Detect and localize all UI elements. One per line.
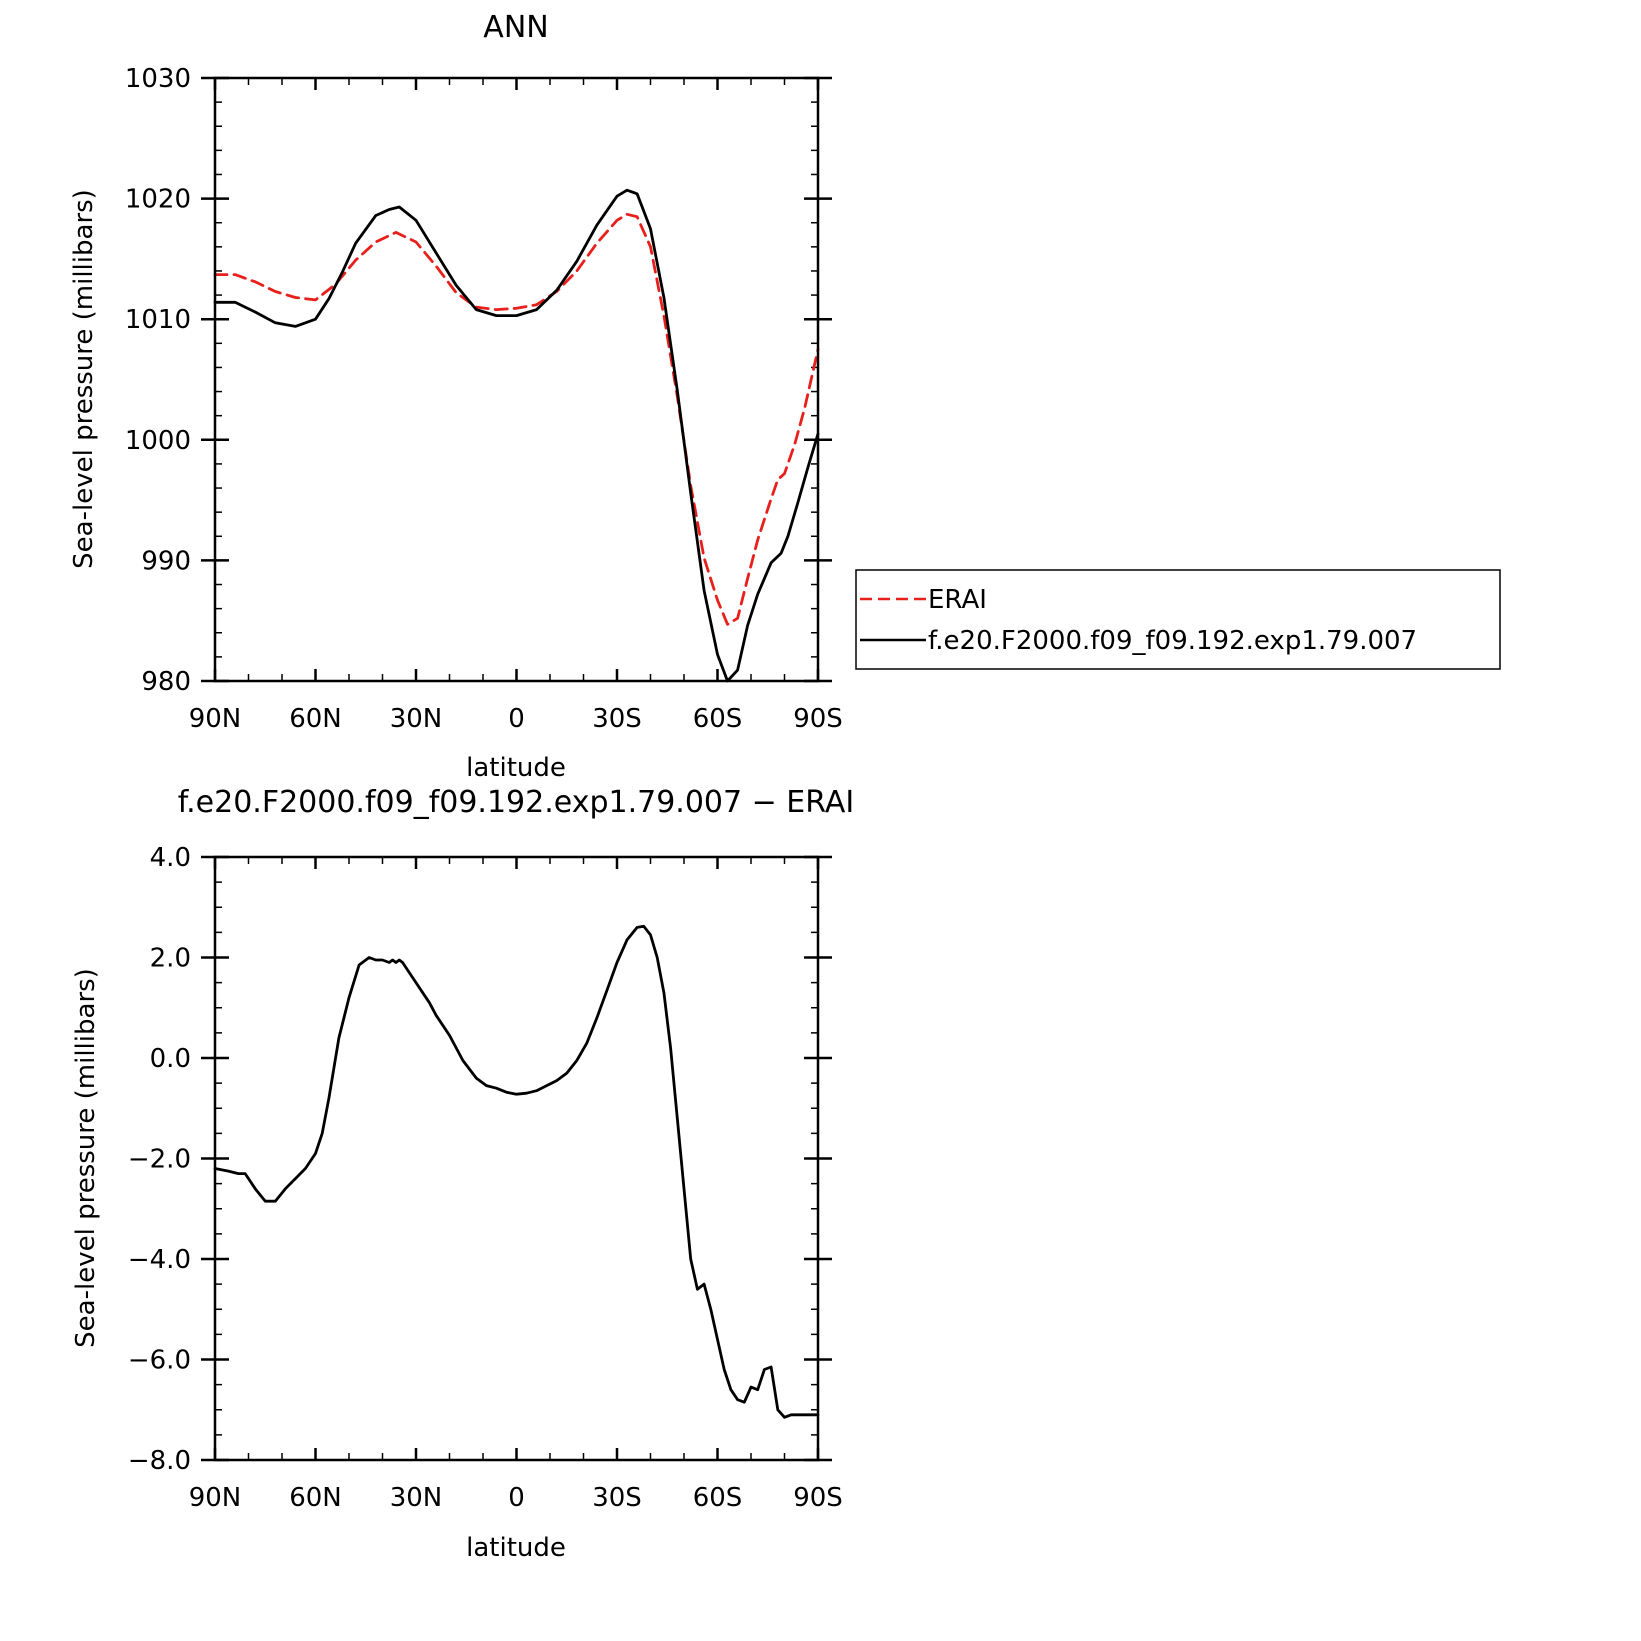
x-tick-label: 0 [508, 1483, 525, 1513]
x-tick-label: 60S [693, 1483, 743, 1513]
x-tick-label: 90N [189, 704, 242, 734]
top-y-axis-label: Sea-level pressure (millibars) [69, 189, 99, 569]
x-tick-label: 90S [793, 704, 843, 734]
bottom-chart-ticks [201, 855, 832, 1462]
y-tick-label: 1010 [125, 305, 191, 335]
legend-label-model: f.e20.F2000.f09_f09.192.exp1.79.007 [928, 626, 1417, 656]
top-chart-tick-labels: 90N 60N 30N 0 30S 60S 90S 980 990 1000 1010 1020 103… [125, 64, 843, 734]
legend-box [855, 569, 1501, 670]
y-tick-label: 4.0 [150, 843, 191, 873]
x-tick-label: 30N [390, 1483, 443, 1513]
x-tick-label: 30S [592, 1483, 642, 1513]
x-tick-label: 0 [508, 704, 525, 734]
top-plot-frame [213, 76, 820, 683]
top-series-line-0 [213, 212, 820, 626]
y-tick-label: 1020 [125, 185, 191, 215]
x-tick-label: 60S [693, 704, 743, 734]
x-tick-label: 60N [289, 1483, 342, 1513]
top-chart-legend: ERAI f.e20.F2000.f09_f09.192.exp1.79.007 [855, 569, 1501, 670]
x-tick-label: 90S [793, 1483, 843, 1513]
y-tick-label: 0.0 [150, 1044, 191, 1074]
bottom-x-axis-label: latitude [466, 1533, 566, 1563]
y-tick-label: −6.0 [128, 1346, 191, 1376]
top-chart-series [213, 188, 820, 683]
bottom-chart-panel: f.e20.F2000.f09_f09.192.exp1.79.007 − ER… [71, 785, 854, 1563]
x-tick-label: 60N [289, 704, 342, 734]
top-chart-title: ANN [483, 10, 548, 45]
bottom-chart-title: f.e20.F2000.f09_f09.192.exp1.79.007 − ER… [178, 785, 855, 820]
x-tick-label: 90N [189, 1483, 242, 1513]
legend-label-erai: ERAI [928, 585, 987, 615]
y-tick-label: 990 [141, 546, 191, 576]
y-tick-label: −2.0 [128, 1145, 191, 1175]
y-tick-label: 1000 [125, 426, 191, 456]
bottom-plot-frame [213, 855, 820, 1462]
bottom-chart-tick-labels: 90N 60N 30N 0 30S 60S 90S −8.0 −6.0 −4.0 −2.0 0.0 2.… [128, 843, 843, 1513]
bottom-chart-series [213, 924, 820, 1419]
top-chart-ticks [201, 76, 832, 683]
bottom-y-axis-label: Sea-level pressure (millibars) [71, 968, 101, 1348]
y-tick-label: −4.0 [128, 1245, 191, 1275]
bottom-series-line-0 [213, 924, 820, 1419]
y-tick-label: 1030 [125, 64, 191, 94]
top-chart-panel: ANN 90N 60N 30N 0 30S 60S 90S 980 990 1000 1010 102… [69, 10, 1501, 783]
top-series-line-1 [213, 188, 820, 683]
y-tick-label: 2.0 [150, 944, 191, 974]
y-tick-label: 980 [141, 667, 191, 697]
x-tick-label: 30N [390, 704, 443, 734]
x-tick-label: 30S [592, 704, 642, 734]
top-x-axis-label: latitude [466, 753, 566, 783]
y-tick-label: −8.0 [128, 1446, 191, 1476]
